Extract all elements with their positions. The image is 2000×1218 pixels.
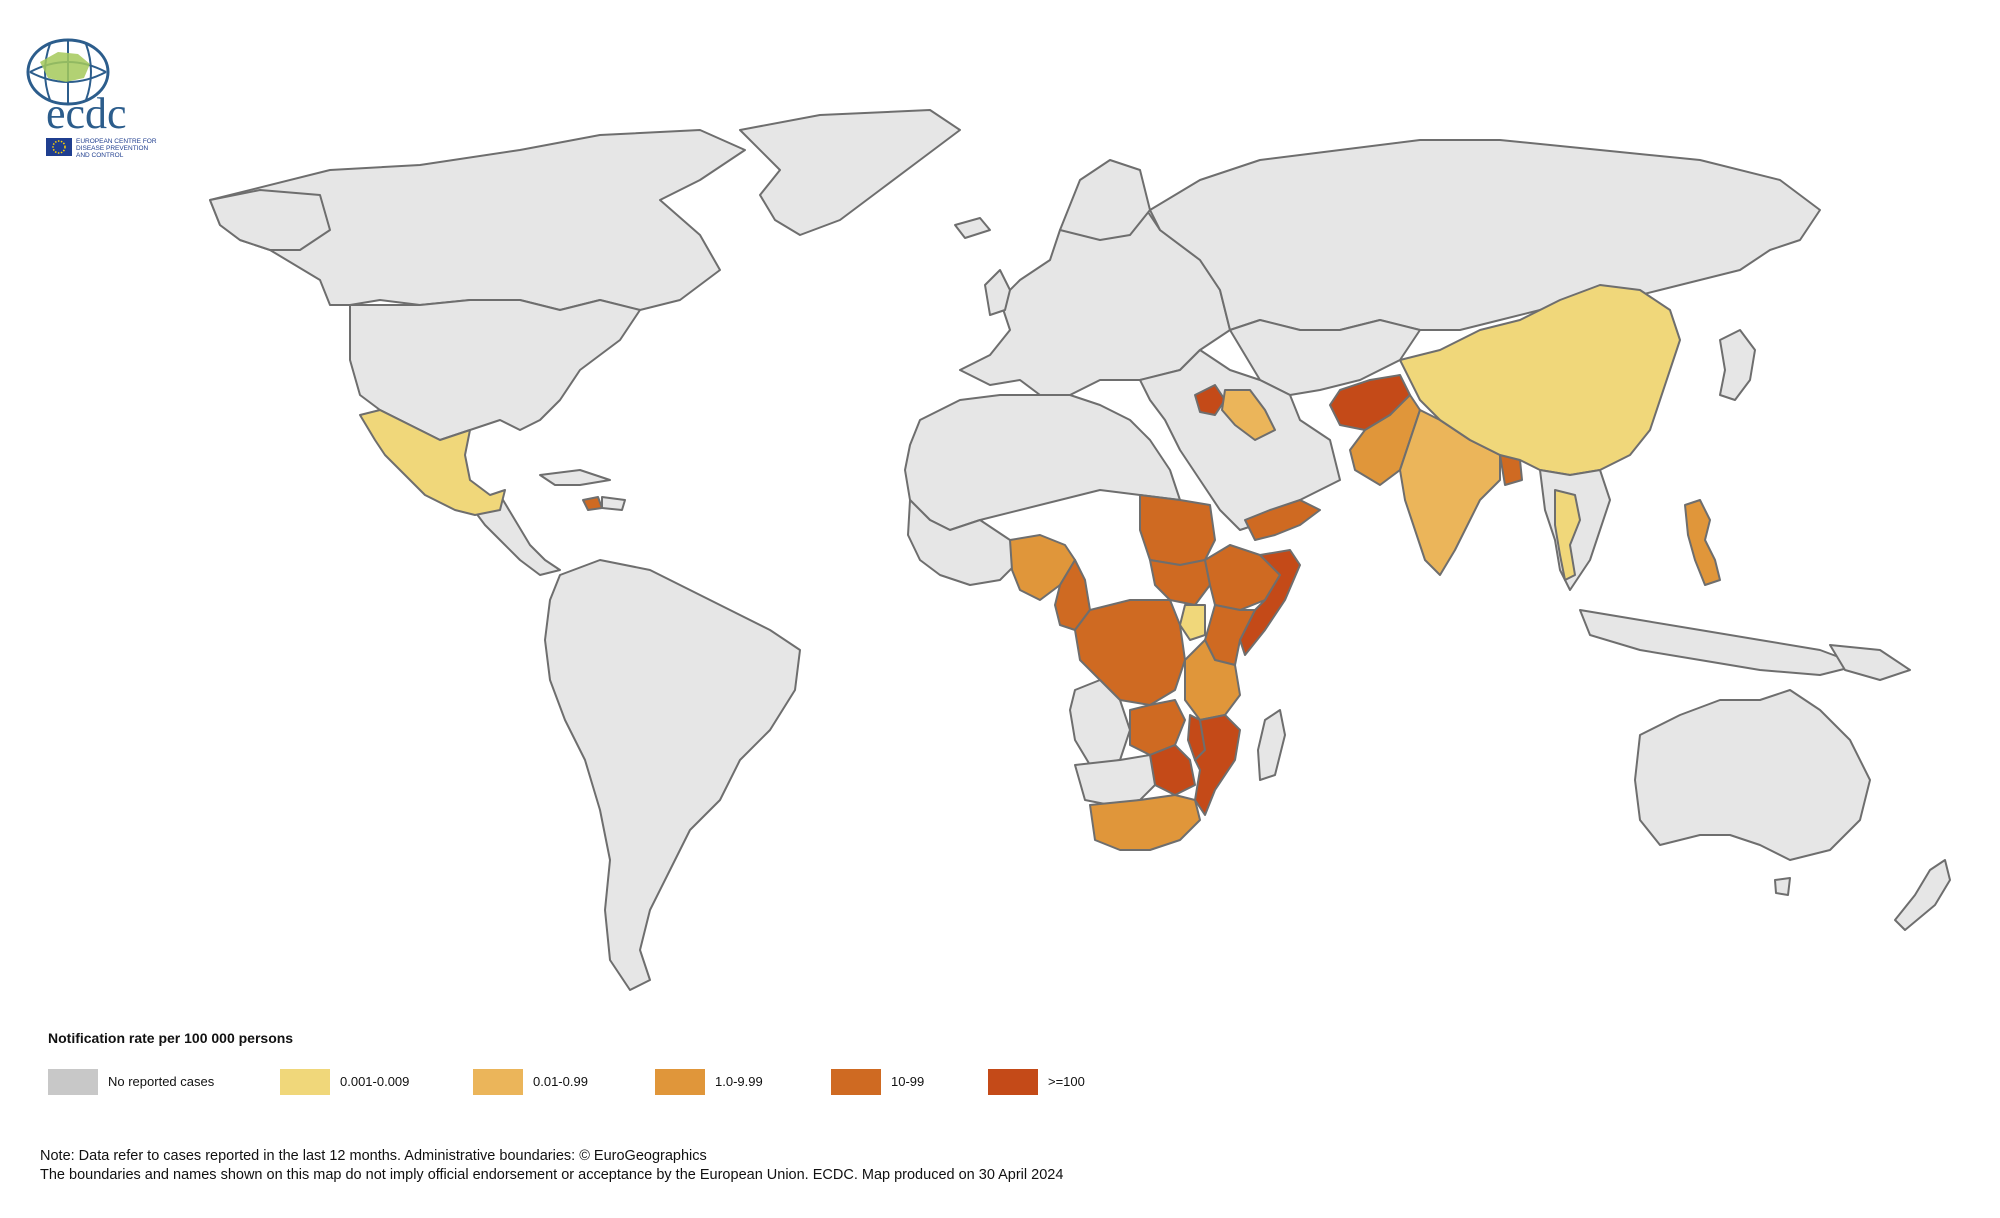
note-line-1: Note: Data refer to cases reported in th… xyxy=(40,1148,707,1164)
region-russia xyxy=(1149,139,1821,331)
region-middle-east xyxy=(1139,349,1341,531)
region-iceland xyxy=(954,217,991,239)
region-iraq xyxy=(1221,389,1276,441)
legend-swatch xyxy=(280,1069,330,1095)
region-syria xyxy=(1194,384,1226,416)
logo-line1: EUROPEAN CENTRE FOR xyxy=(76,138,157,145)
legend-swatch xyxy=(831,1069,881,1095)
region-uganda xyxy=(1179,604,1206,641)
region-mozambique xyxy=(1194,714,1241,816)
region-tasmania xyxy=(1774,877,1791,896)
region-new-zealand xyxy=(1894,859,1951,931)
legend-title: Notification rate per 100 000 persons xyxy=(48,1030,294,1046)
region-zimbabwe xyxy=(1149,744,1196,796)
legend-label: 1.0-9.99 xyxy=(715,1074,763,1089)
region-tanzania xyxy=(1184,639,1241,721)
region-south-sudan xyxy=(1149,559,1211,606)
region-australia xyxy=(1634,689,1871,861)
region-alaska xyxy=(209,189,331,251)
region-somalia xyxy=(1239,549,1301,656)
map-legend: Notification rate per 100 000 persons No… xyxy=(48,1030,1248,1100)
region-west-africa xyxy=(907,499,1021,586)
region-philippines xyxy=(1684,499,1721,586)
legend-label: 0.001-0.009 xyxy=(340,1074,410,1089)
map-note: Note: Data refer to cases reported in th… xyxy=(40,1147,1063,1185)
region-uk xyxy=(984,269,1011,316)
region-thailand xyxy=(1554,489,1581,581)
region-yemen xyxy=(1244,499,1321,541)
region-central-america xyxy=(469,494,561,576)
region-north-africa xyxy=(904,394,1181,531)
region-haiti xyxy=(582,496,603,511)
ecdc-logo: ecdc EUROPEAN CENTRE FOR DISEASE PREVENT… xyxy=(18,30,168,160)
region-dr-congo xyxy=(1074,599,1186,706)
region-cuba xyxy=(539,469,611,486)
logo-wordmark: ecdc xyxy=(46,89,127,138)
legend-swatch xyxy=(473,1069,523,1095)
legend-label: >=100 xyxy=(1048,1074,1085,1089)
region-india xyxy=(1399,409,1501,576)
region-japan xyxy=(1719,329,1756,401)
legend-label: 0.01-0.99 xyxy=(533,1074,588,1089)
region-china xyxy=(1399,284,1681,476)
region-namibia-botswana xyxy=(1074,754,1156,806)
region-south-africa xyxy=(1089,794,1201,851)
eu-flag-icon xyxy=(46,138,72,156)
legend-label: No reported cases xyxy=(108,1074,215,1089)
legend-swatch xyxy=(655,1069,705,1095)
region-sudan xyxy=(1139,494,1216,566)
region-scandinavia xyxy=(1059,159,1151,241)
logo-line3: AND CONTROL xyxy=(76,152,124,159)
region-madagascar xyxy=(1257,709,1286,781)
region-papua xyxy=(1829,644,1911,681)
region-mexico xyxy=(359,409,506,516)
legend-swatch xyxy=(48,1069,98,1095)
region-greenland xyxy=(739,109,961,236)
region-indonesia xyxy=(1579,609,1861,676)
note-line-2: The boundaries and names shown on this m… xyxy=(40,1167,1064,1183)
legend-swatch xyxy=(988,1069,1038,1095)
logo-line2: DISEASE PREVENTION xyxy=(76,145,149,152)
legend-label: 10-99 xyxy=(891,1074,925,1089)
region-dominican-republic xyxy=(601,496,626,511)
globe-icon xyxy=(26,38,110,106)
region-zambia xyxy=(1129,699,1186,756)
region-south-america xyxy=(544,559,801,991)
